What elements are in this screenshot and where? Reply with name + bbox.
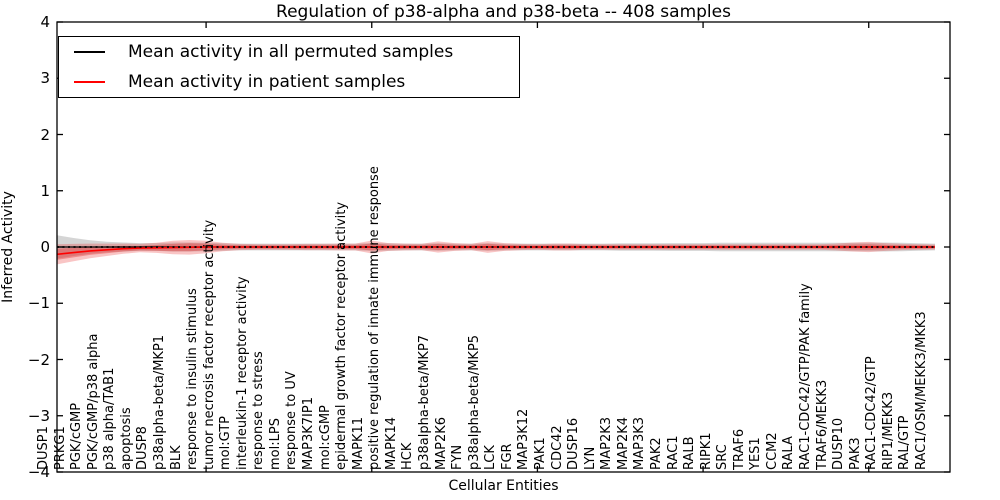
x-tick-label: BLK (168, 445, 184, 470)
x-tick-label: tumor necrosis factor receptor activity (201, 219, 217, 470)
x-tick-label: apoptosis (118, 407, 134, 470)
x-tick-label: RAC1 (665, 435, 681, 470)
y-tick-label: −1 (27, 294, 50, 313)
x-tick-label: p38alpha-beta/MKP5 (466, 334, 482, 470)
y-tick-label: 2 (40, 125, 50, 144)
legend-row-patient: Mean activity in patient samples (59, 69, 519, 95)
legend-line-sample-patient (74, 81, 105, 83)
x-tick-label: PRKG1 (52, 426, 68, 470)
x-tick-label: response to insulin stimulus (185, 288, 201, 470)
legend-row-permuted: Mean activity in all permuted samples (59, 39, 519, 65)
x-tick-label: RIP1/MEKK3 (880, 391, 896, 470)
x-tick-label: mol:cGMP (317, 405, 333, 470)
x-tick-label: PGK/cGMP (69, 402, 85, 470)
x-tick-label: epidermal growth factor receptor activit… (334, 201, 350, 470)
y-tick-label: −2 (27, 350, 50, 369)
y-tick-label: −4 (27, 463, 50, 481)
x-tick-label: HCK (400, 442, 416, 470)
x-tick-label: MAP3K3 (632, 416, 648, 470)
x-tick-label: PAK3 (847, 437, 863, 470)
x-tick-label: RIPK1 (698, 432, 714, 470)
patient-samples-spread-outer (57, 240, 935, 265)
x-tick-label: mol:GTP (218, 416, 234, 470)
x-tick-label: YES1 (748, 437, 764, 470)
x-axis-label: Cellular Entities (448, 478, 559, 494)
x-tick-label: p38 alpha/TAB1 (102, 367, 118, 470)
x-tick-label: RAC1-CDC42/GTP/PAK family (798, 283, 814, 470)
x-tick-label: LYN (582, 446, 598, 470)
x-tick-label: DUSP8 (135, 426, 151, 470)
x-tick-label: RAC1-CDC42/GTP (864, 356, 880, 470)
x-tick-label: MAP3K12 (516, 408, 532, 470)
x-tick-label: MAP2K4 (615, 416, 631, 470)
x-tick-label: FGR (499, 443, 515, 470)
x-tick-label: FYN (450, 444, 466, 470)
x-tick-label: DUSP16 (566, 417, 582, 470)
x-tick-label: mol:LPS (267, 418, 283, 470)
x-tick-label: PAK1 (532, 437, 548, 470)
y-tick-label: 4 (40, 13, 50, 31)
y-tick-label: 0 (40, 238, 50, 256)
x-tick-label: MAPK14 (383, 416, 399, 470)
x-tick-label: PGK/cGMP/p38 alpha (85, 333, 101, 470)
x-tick-label: RALA (781, 436, 797, 470)
x-tick-label: p38alpha-beta/MKP7 (417, 334, 433, 470)
x-tick-label: MAP2K6 (433, 416, 449, 470)
x-tick-label: MAP3K7IP1 (301, 397, 317, 470)
y-tick-label: −3 (27, 406, 50, 425)
x-tick-label: response to UV (284, 371, 300, 470)
y-tick-label: 1 (40, 181, 50, 200)
chart-title: Regulation of p38-alpha and p38-beta -- … (276, 2, 731, 22)
legend-line-sample-permuted (74, 51, 105, 53)
x-tick-label: RALB (682, 436, 698, 470)
x-tick-label: DUSP10 (831, 417, 847, 470)
x-tick-label: TRAF6 (731, 428, 747, 470)
x-tick-label: LCK (483, 445, 499, 470)
x-tick-label: PAK2 (648, 437, 664, 470)
y-tick-label: 3 (40, 69, 50, 88)
x-tick-label: RAC1/OSM/MEKK3/MKK3 (914, 311, 929, 470)
x-tick-label: SRC (715, 444, 731, 470)
x-tick-label: CDC42 (549, 425, 565, 470)
x-tick-label: MAP2K3 (599, 416, 615, 470)
x-tick-label: MAPK11 (350, 416, 366, 470)
legend-label-patient: Mean activity in patient samples (128, 72, 406, 92)
x-tick-label: response to stress (251, 351, 267, 470)
x-tick-label: p38alpha-beta/MKP1 (151, 334, 167, 470)
x-tick-label: RAL/GTP (897, 415, 913, 470)
x-tick-label: TRAF6/MEKK3 (814, 379, 830, 470)
x-tick-label: interleukin-1 receptor activity (234, 276, 250, 470)
x-tick-label: CCM2 (764, 432, 780, 470)
x-tick-label: positive regulation of innate immune res… (367, 166, 383, 470)
legend: Mean activity in all permuted samples Me… (58, 36, 520, 98)
x-tick-label: DUSP1 (36, 426, 51, 470)
legend-label-permuted: Mean activity in all permuted samples (128, 42, 454, 62)
